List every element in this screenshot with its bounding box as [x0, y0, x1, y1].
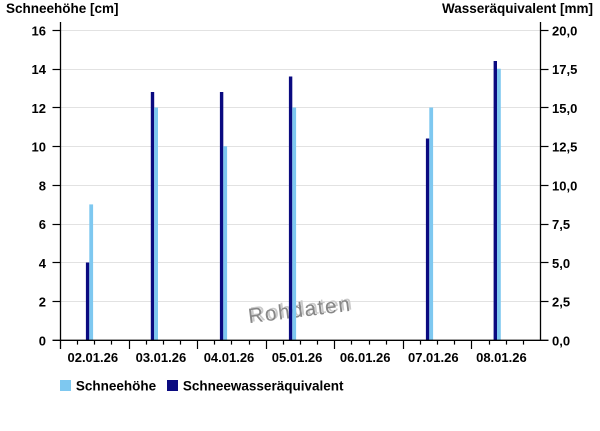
- svg-text:04.01.26: 04.01.26: [204, 350, 255, 365]
- svg-text:4: 4: [39, 256, 47, 271]
- svg-text:10: 10: [32, 140, 46, 155]
- svg-text:Schneehöhe [cm]: Schneehöhe [cm]: [6, 1, 119, 16]
- svg-text:6: 6: [39, 217, 46, 232]
- svg-text:03.01.26: 03.01.26: [136, 350, 187, 365]
- svg-text:17,5: 17,5: [552, 62, 577, 77]
- svg-text:8: 8: [39, 178, 46, 193]
- svg-text:Schneewasseräquivalent: Schneewasseräquivalent: [183, 379, 344, 394]
- svg-text:5,0: 5,0: [552, 256, 570, 271]
- svg-text:2,5: 2,5: [552, 295, 570, 310]
- svg-text:Schneehöhe: Schneehöhe: [76, 379, 157, 394]
- svg-text:12: 12: [32, 101, 46, 116]
- svg-text:08.01.26: 08.01.26: [476, 350, 527, 365]
- svg-text:0: 0: [39, 333, 46, 348]
- svg-text:7,5: 7,5: [552, 217, 570, 232]
- svg-text:12,5: 12,5: [552, 140, 577, 155]
- svg-text:07.01.26: 07.01.26: [408, 350, 459, 365]
- svg-text:Wasseräquivalent [mm]: Wasseräquivalent [mm]: [442, 1, 593, 16]
- svg-text:14: 14: [32, 62, 47, 77]
- svg-text:16: 16: [32, 23, 46, 38]
- svg-text:20,0: 20,0: [552, 23, 577, 38]
- svg-text:0,0: 0,0: [552, 333, 570, 348]
- svg-text:15,0: 15,0: [552, 101, 577, 116]
- svg-text:06.01.26: 06.01.26: [340, 350, 391, 365]
- svg-text:02.01.26: 02.01.26: [67, 350, 118, 365]
- svg-text:05.01.26: 05.01.26: [272, 350, 323, 365]
- svg-text:2: 2: [39, 295, 46, 310]
- svg-text:10,0: 10,0: [552, 178, 577, 193]
